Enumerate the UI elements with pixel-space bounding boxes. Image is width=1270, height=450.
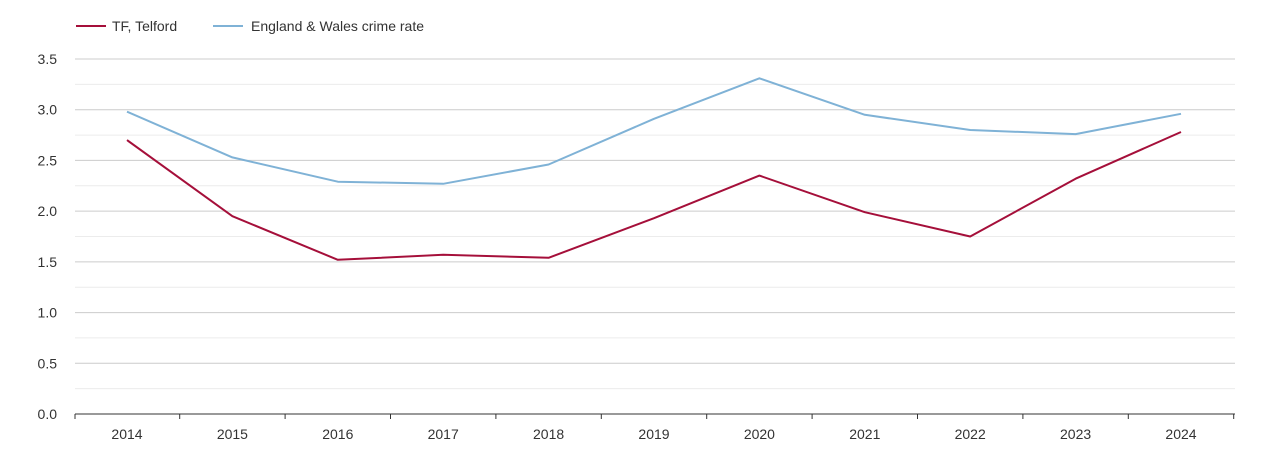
x-tick-label: 2021 xyxy=(849,426,880,442)
legend-item-england-wales[interactable]: England & Wales crime rate xyxy=(213,18,424,34)
y-tick-label: 0.5 xyxy=(38,355,58,371)
legend-label-england-wales: England & Wales crime rate xyxy=(251,18,424,34)
legend-item-telford[interactable]: TF, Telford xyxy=(76,18,177,34)
x-tick-label: 2020 xyxy=(744,426,775,442)
legend-label-telford: TF, Telford xyxy=(112,18,177,34)
x-tick-label: 2024 xyxy=(1165,426,1196,442)
x-tick-label: 2019 xyxy=(638,426,669,442)
y-tick-label: 2.0 xyxy=(38,203,58,219)
y-tick-label: 1.5 xyxy=(38,254,58,270)
series-line-england-wales xyxy=(126,77,1182,185)
y-tick-label: 2.5 xyxy=(38,152,58,168)
x-tick-label: 2023 xyxy=(1060,426,1091,442)
x-axis: 2014 2015 2016 2017 2018 2019 2020 2021 2022 2023… xyxy=(74,413,1235,442)
x-tick-label: 2022 xyxy=(955,426,986,442)
y-tick-label: 0.0 xyxy=(38,406,58,422)
series-line-telford xyxy=(126,131,1182,261)
x-tick-label: 2018 xyxy=(533,426,564,442)
x-tick-label: 2017 xyxy=(428,426,459,442)
grid-lines xyxy=(75,58,1235,390)
x-tick-label: 2015 xyxy=(217,426,248,442)
y-tick-label: 3.0 xyxy=(38,102,58,118)
x-tick-label: 2014 xyxy=(111,426,142,442)
y-tick-label: 1.0 xyxy=(38,305,58,321)
series-lines xyxy=(126,77,1182,261)
y-tick-label: 3.5 xyxy=(38,51,58,67)
y-axis: 0.0 0.5 1.0 1.5 2.0 2.5 3.0 3.5 xyxy=(38,51,58,422)
x-tick-label: 2016 xyxy=(322,426,353,442)
legend: TF, Telford England & Wales crime rate xyxy=(76,18,424,34)
